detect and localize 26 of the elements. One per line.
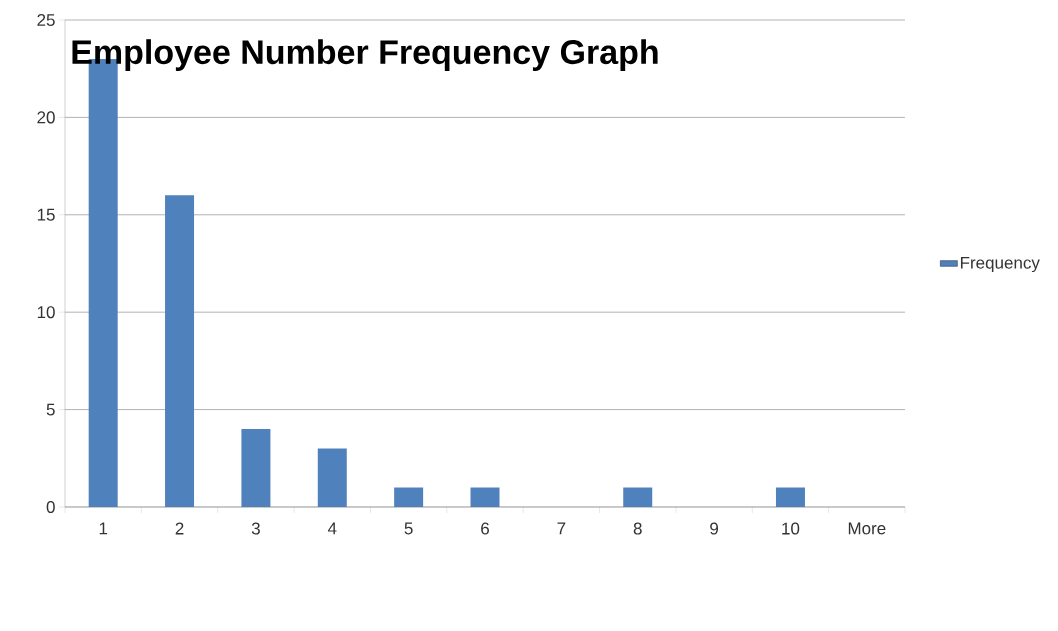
bar (775, 487, 805, 507)
x-tick-label: 5 (404, 522, 413, 535)
x-tick-label: 8 (633, 522, 642, 535)
bar (394, 487, 424, 507)
bar (470, 487, 500, 507)
x-tick-label: 7 (557, 522, 566, 535)
y-tick-label: 25 (37, 13, 55, 27)
y-tick-label: 10 (37, 306, 55, 319)
x-tick-label: 1 (99, 522, 108, 535)
x-tick-label: 9 (710, 522, 719, 535)
x-tick-label: 6 (481, 522, 489, 535)
y-tick-label: 20 (37, 111, 55, 124)
y-tick-label: 5 (46, 403, 55, 416)
bar (241, 429, 271, 507)
x-tick-label: More (848, 522, 886, 535)
x-tick-label: 4 (327, 522, 337, 535)
y-tick-label: 15 (37, 208, 55, 221)
bar (317, 448, 347, 507)
y-tick-label: 0 (46, 500, 55, 514)
x-tick-label: 3 (251, 522, 260, 535)
bar (623, 487, 653, 507)
legend-label: Frequency (960, 256, 1040, 273)
text: Employee Number Frequency Graph (72, 39, 658, 71)
bar (165, 195, 195, 507)
x-tick-label: 2 (175, 522, 184, 535)
x-tick-label: 10 (782, 522, 800, 535)
